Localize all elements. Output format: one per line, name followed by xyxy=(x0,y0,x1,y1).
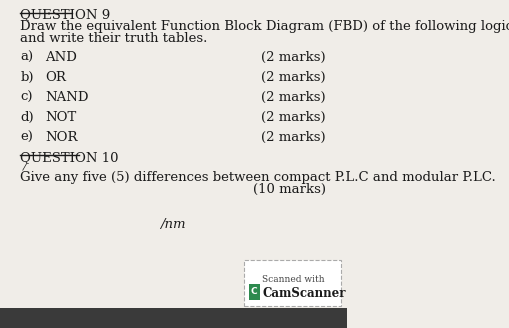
Text: b): b) xyxy=(20,71,34,84)
Text: Give any five (5) differences between compact P.L.C and modular P.LC.: Give any five (5) differences between co… xyxy=(20,171,496,184)
Text: OR: OR xyxy=(45,71,66,84)
Text: Scanned with: Scanned with xyxy=(262,275,325,284)
Text: a): a) xyxy=(20,51,34,64)
Text: NOT: NOT xyxy=(45,111,76,124)
FancyBboxPatch shape xyxy=(244,260,341,306)
Text: Draw the equivalent Function Block Diagram (FBD) of the following logic gates: Draw the equivalent Function Block Diagr… xyxy=(20,20,509,33)
Text: e): e) xyxy=(20,131,33,144)
Text: NOR: NOR xyxy=(45,131,77,144)
Text: QUESTION 9: QUESTION 9 xyxy=(20,8,110,21)
Text: QUESTION 10: QUESTION 10 xyxy=(20,151,119,164)
Text: (2 marks): (2 marks) xyxy=(261,71,326,84)
Bar xyxy=(0,308,347,328)
Text: AND: AND xyxy=(45,51,77,64)
Text: C: C xyxy=(251,288,258,297)
Bar xyxy=(248,284,260,300)
Text: (2 marks): (2 marks) xyxy=(261,131,326,144)
Text: (2 marks): (2 marks) xyxy=(261,51,326,64)
Text: (2 marks): (2 marks) xyxy=(261,91,326,104)
Text: c): c) xyxy=(20,91,33,104)
Text: (2 marks): (2 marks) xyxy=(261,111,326,124)
Text: CamScanner: CamScanner xyxy=(262,287,346,300)
Text: NAND: NAND xyxy=(45,91,89,104)
Text: d): d) xyxy=(20,111,34,124)
Text: and write their truth tables.: and write their truth tables. xyxy=(20,32,208,45)
Text: /: / xyxy=(23,162,26,171)
Text: (10 marks): (10 marks) xyxy=(252,183,326,196)
Text: /nm: /nm xyxy=(160,218,186,231)
